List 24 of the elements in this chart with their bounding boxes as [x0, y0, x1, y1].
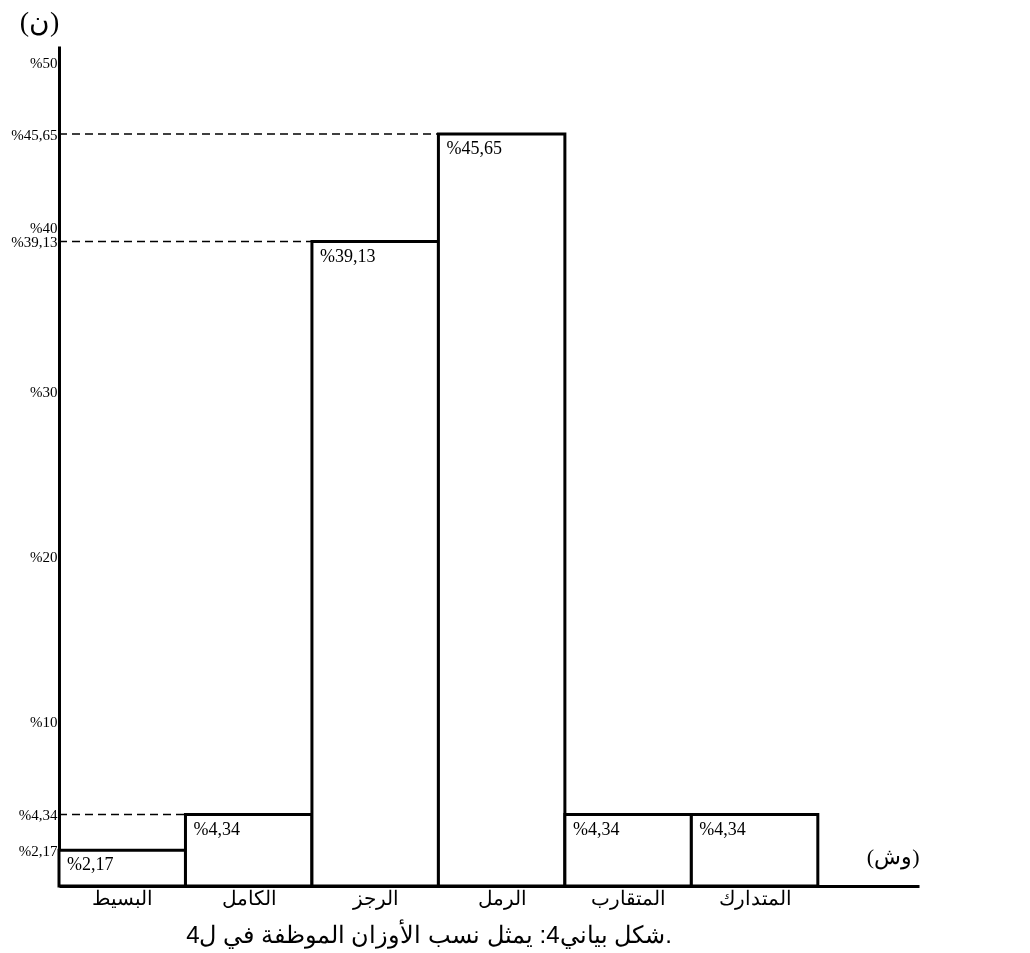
y-axis-title: (ن)	[19, 5, 60, 37]
data-label: %45,65	[446, 138, 502, 159]
x-tick-label: البسيط	[92, 886, 154, 909]
x-tick-label: المتدارك	[718, 886, 792, 910]
y-tick-label: %30	[30, 384, 58, 401]
y-tick-label: %40	[30, 219, 58, 236]
x-tick-label: الكامل	[221, 886, 277, 909]
y-tick-label: %50	[30, 54, 58, 71]
data-label: %4,34	[193, 818, 240, 839]
x-axis-title: (وش)	[866, 843, 920, 870]
data-label: %4,34	[699, 818, 746, 839]
x-tick-label: الرمل	[477, 886, 527, 910]
y-tick-label: %10	[30, 713, 58, 730]
y-tick-label: %20	[30, 549, 58, 566]
text: شكل بياني4: يمثل نسب الأوزان الموظفة في ل4.	[186, 919, 672, 949]
y-tick-label: %4,34	[18, 807, 58, 824]
data-label: %4,34	[572, 818, 620, 839]
x-tick-label: المتقارب	[591, 886, 667, 910]
x-tick-label: الرجز	[351, 886, 399, 910]
y-tick-label: %39,13	[11, 234, 58, 251]
y-tick-label: %2,17	[18, 842, 58, 859]
y-tick-label: %45,65	[11, 126, 58, 143]
data-label: %39,13	[319, 245, 376, 266]
data-label: %2,17	[67, 854, 114, 875]
